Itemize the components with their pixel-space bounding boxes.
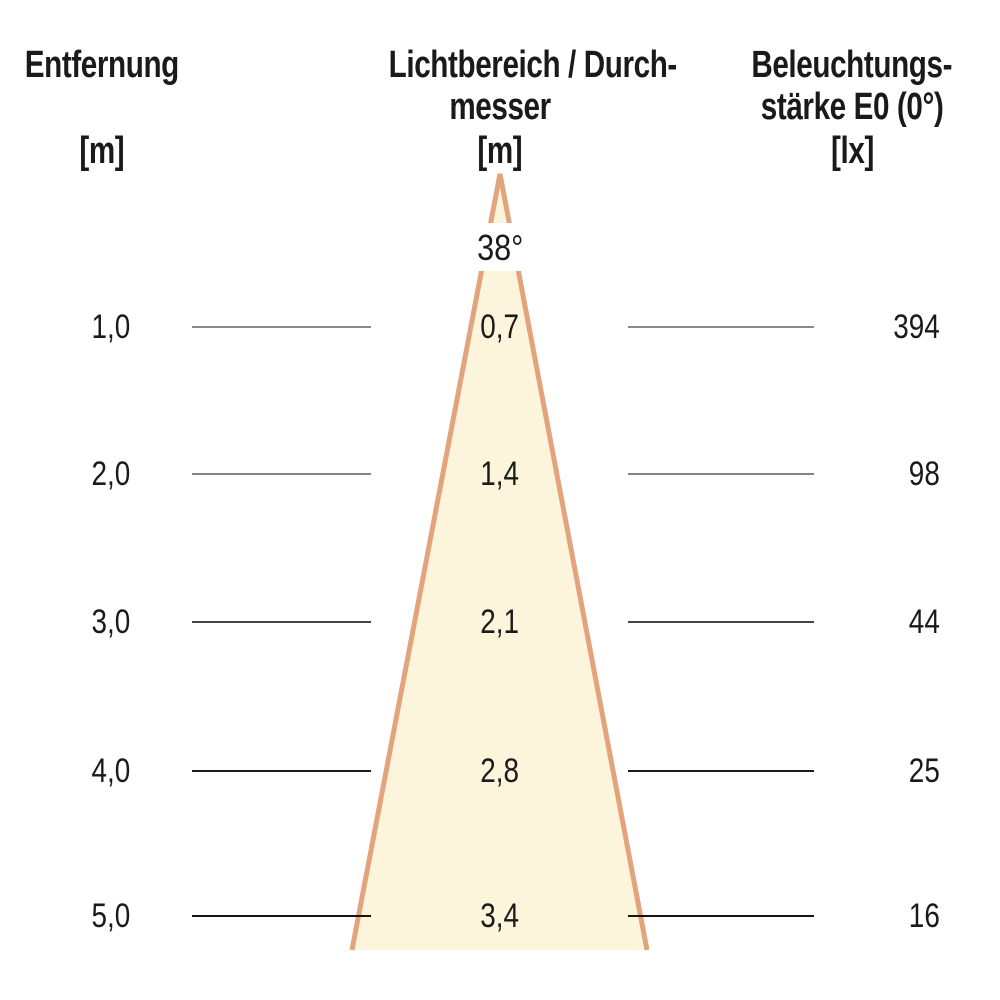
illuminance-value: 25	[908, 752, 940, 790]
column-title-line2: messer	[449, 86, 551, 128]
light-cone-graphic	[349, 173, 650, 951]
column-unit: [lx]	[830, 130, 874, 172]
angle-label-gap	[448, 223, 552, 271]
row-line-right	[628, 770, 814, 772]
distance-value: 2,0	[91, 455, 130, 493]
distance-value: 1,0	[91, 308, 130, 346]
column-unit: [m]	[79, 130, 125, 172]
illuminance-value: 44	[908, 603, 940, 641]
column-title: Beleuchtungs-	[751, 44, 953, 86]
row-line-right	[628, 326, 814, 328]
row-line-left	[192, 621, 371, 623]
diameter-value: 0,7	[480, 308, 520, 346]
distance-value: 4,0	[91, 752, 130, 790]
row-line-left	[192, 915, 371, 917]
column-title-line2: stärke E0 (0°)	[760, 86, 944, 128]
light-cone-edges	[349, 173, 650, 951]
row-line-left	[192, 473, 371, 475]
distance-value: 3,0	[91, 603, 130, 641]
beam-angle-label: 38°	[476, 227, 524, 268]
column-title: Entfernung	[24, 44, 180, 86]
diameter-value: 1,4	[480, 455, 520, 493]
distance-value: 5,0	[91, 897, 130, 935]
row-line-left	[192, 326, 371, 328]
light-cone-fill	[352, 174, 647, 950]
row-line-right	[628, 473, 814, 475]
row-line-right	[628, 915, 814, 917]
row-line-right	[628, 621, 814, 623]
column-unit: [m]	[477, 130, 523, 172]
illuminance-value: 394	[893, 308, 940, 346]
column-title: Lichtbereich / Durch-	[388, 44, 678, 86]
diameter-value: 3,4	[480, 897, 520, 935]
illuminance-value: 16	[908, 897, 940, 935]
diameter-value: 2,8	[480, 752, 520, 790]
row-line-left	[192, 770, 371, 772]
diameter-value: 2,1	[480, 603, 520, 641]
illuminance-value: 98	[908, 455, 940, 493]
